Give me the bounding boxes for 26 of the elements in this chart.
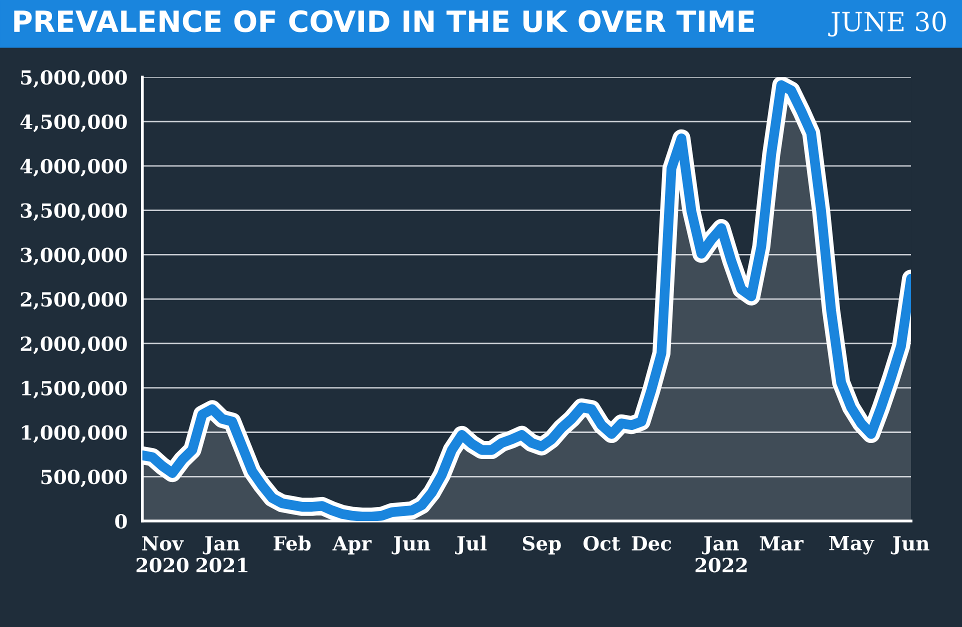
x-tick-label: Dec bbox=[632, 536, 672, 551]
y-tick-label: 0 bbox=[115, 514, 127, 529]
x-tick-label: Sep bbox=[522, 536, 561, 554]
x-tick-label: Mar bbox=[760, 536, 804, 551]
x-tick-label: May bbox=[829, 536, 874, 554]
x-tick-label: Jun bbox=[392, 536, 430, 554]
x-tick-label: Feb bbox=[274, 536, 311, 551]
y-tick-label: 3,500,000 bbox=[20, 203, 127, 221]
x-tick-label: Jan 2021 bbox=[196, 536, 248, 572]
y-tick-label: 3,000,000 bbox=[20, 248, 127, 266]
y-tick-label: 2,000,000 bbox=[20, 336, 127, 354]
chart-subtitle: JUNE 30 bbox=[828, 12, 946, 37]
chart-title: PREVALENCE OF COVID IN THE UK OVER TIME bbox=[14, 10, 754, 32]
y-tick-label: 2,500,000 bbox=[20, 292, 127, 310]
x-tick-label: Apr bbox=[332, 536, 372, 554]
y-tick-label: 4,500,000 bbox=[20, 114, 127, 132]
y-tick-label: 500,000 bbox=[41, 470, 127, 488]
x-tick-label: Jun bbox=[890, 536, 930, 554]
x-tick-label: Nov 2020 bbox=[136, 536, 188, 572]
y-tick-label: 5,000,000 bbox=[21, 70, 127, 88]
y-tick-label: 4,000,000 bbox=[20, 158, 127, 176]
x-tick-label: Jul bbox=[455, 536, 487, 554]
y-tick-label: 1,500,000 bbox=[22, 380, 127, 398]
y-tick-label: 1,000,000 bbox=[22, 425, 127, 443]
x-tick-label: Oct bbox=[584, 536, 620, 551]
x-tick-label: Jan 2022 bbox=[696, 536, 747, 572]
